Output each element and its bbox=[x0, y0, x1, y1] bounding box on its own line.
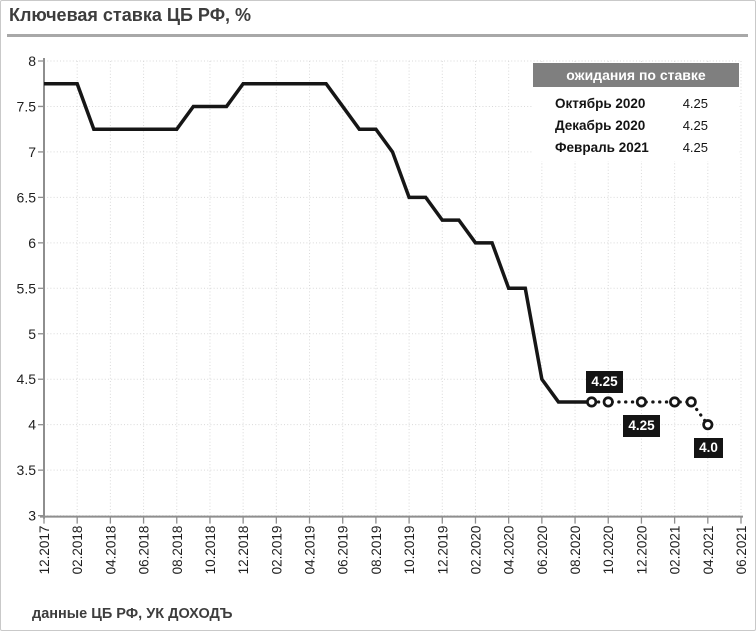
x-tick-label: 04.2018 bbox=[103, 526, 118, 575]
y-tick-label: 4 bbox=[28, 417, 36, 433]
expected-point-marker bbox=[669, 396, 681, 408]
source-note: данные ЦБ РФ, УК ДОХОДЪ bbox=[32, 606, 233, 622]
x-tick-label: 02.2019 bbox=[269, 526, 284, 575]
legend-rows: Октябрь 2020 4.25 Декабрь 2020 4.25 Февр… bbox=[533, 87, 739, 158]
legend-header: ожидания по ставке bbox=[533, 63, 739, 87]
y-tick-label: 5.5 bbox=[17, 280, 37, 296]
legend-row-label: Октябрь 2020 bbox=[555, 95, 646, 111]
legend-row-value: 4.25 bbox=[682, 139, 708, 155]
x-tick-label: 02.2021 bbox=[668, 526, 683, 575]
expectations-legend: ожидания по ставке Октябрь 2020 4.25 Дек… bbox=[533, 63, 739, 161]
legend-row: Февраль 2021 4.25 bbox=[533, 136, 739, 158]
y-tick-label: 4.5 bbox=[17, 371, 37, 387]
x-tick-label: 08.2019 bbox=[369, 526, 384, 575]
x-tick-label: 12.2018 bbox=[236, 526, 251, 575]
x-tick-label: 12.2017 bbox=[37, 526, 52, 575]
y-tick-label: 3.5 bbox=[17, 462, 37, 478]
x-tick-label: 06.2021 bbox=[734, 526, 749, 575]
x-tick-label: 12.2020 bbox=[634, 526, 649, 575]
legend-row: Декабрь 2020 4.25 bbox=[533, 114, 739, 136]
legend-row-value: 4.25 bbox=[682, 95, 708, 111]
x-tick-label: 10.2020 bbox=[601, 526, 616, 575]
chart-title: Ключевая ставка ЦБ РФ, % bbox=[9, 5, 252, 25]
x-tick-label: 12.2019 bbox=[435, 526, 450, 575]
x-tick-label: 08.2018 bbox=[170, 526, 185, 575]
data-label-expected-apr-2021: 4.0 bbox=[694, 438, 723, 458]
legend-row-value: 4.25 bbox=[682, 117, 708, 133]
expected-point-marker bbox=[635, 396, 647, 408]
data-label-current-rate: 4.25 bbox=[586, 371, 623, 393]
expected-point-marker bbox=[586, 396, 598, 408]
x-tick-label: 10.2019 bbox=[402, 526, 417, 575]
x-tick-label: 06.2019 bbox=[336, 526, 351, 575]
x-tick-label: 04.2021 bbox=[701, 526, 716, 575]
legend-row: Октябрь 2020 4.25 bbox=[533, 92, 739, 114]
key-rate-line bbox=[44, 81, 592, 404]
expected-point-marker bbox=[702, 419, 714, 431]
x-tick-label: 04.2020 bbox=[502, 526, 517, 575]
expected-point-marker bbox=[685, 396, 697, 408]
x-tick-label: 06.2020 bbox=[535, 526, 550, 575]
legend-row-label: Февраль 2021 bbox=[555, 139, 649, 155]
legend-row-label: Декабрь 2020 bbox=[555, 117, 646, 133]
y-tick-label: 5 bbox=[28, 326, 36, 342]
y-tick-label: 3 bbox=[28, 508, 36, 524]
y-tick-label: 7.5 bbox=[17, 98, 37, 114]
y-tick-label: 7 bbox=[28, 144, 36, 160]
x-tick-label: 02.2020 bbox=[468, 526, 483, 575]
y-tick-label: 6 bbox=[28, 235, 36, 251]
y-tick-label: 6.5 bbox=[17, 189, 37, 205]
x-tick-label: 02.2018 bbox=[70, 526, 85, 575]
y-tick-label: 8 bbox=[28, 53, 36, 69]
title-divider bbox=[7, 34, 748, 37]
data-label-expected-dec-2020: 4.25 bbox=[623, 415, 660, 437]
expected-point-marker bbox=[602, 396, 614, 408]
x-tick-label: 08.2020 bbox=[568, 526, 583, 575]
x-tick-label: 10.2018 bbox=[203, 526, 218, 575]
x-tick-label: 06.2018 bbox=[137, 526, 152, 575]
x-tick-label: 04.2019 bbox=[303, 526, 318, 575]
